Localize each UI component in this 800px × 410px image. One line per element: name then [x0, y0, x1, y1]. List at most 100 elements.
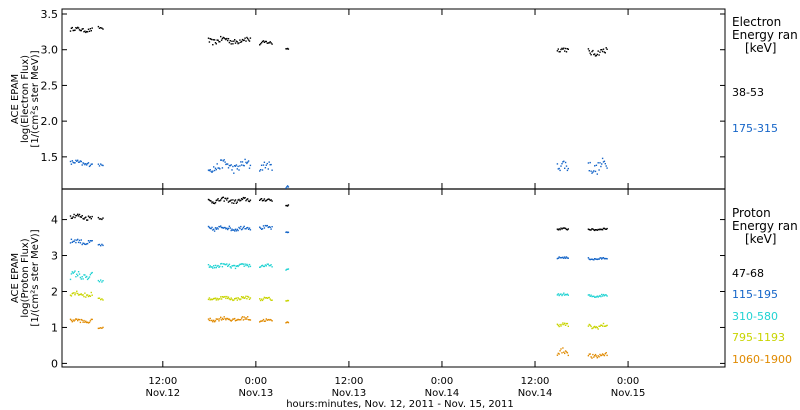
proton-point-795-1193 — [595, 326, 598, 328]
proton-point-115-195 — [261, 228, 264, 230]
proton-point-310-580 — [87, 277, 90, 279]
electron-ytick-label: 2.5 — [41, 79, 59, 92]
proton-point-115-195 — [270, 228, 272, 230]
proton-point-115-195 — [557, 257, 559, 259]
proton-point-47-68 — [77, 213, 79, 215]
xtick-time-label: 0:00 — [245, 376, 267, 387]
electron-point-175-315 — [219, 168, 221, 170]
proton-point-115-195 — [225, 228, 227, 230]
proton-point-115-195 — [556, 257, 559, 260]
electron-point-175-315 — [232, 165, 234, 168]
electron-point-175-315 — [594, 170, 597, 173]
proton-point-1060-1900 — [208, 319, 211, 322]
proton-point-1060-1900 — [82, 321, 84, 323]
proton-point-115-195 — [592, 258, 594, 261]
proton-point-1060-1900 — [237, 318, 239, 321]
electron-point-175-315 — [75, 159, 77, 162]
proton-point-47-68 — [216, 199, 218, 201]
proton-point-1060-1900 — [248, 319, 251, 321]
proton-point-47-68 — [212, 201, 214, 203]
proton-point-115-195 — [79, 242, 82, 244]
electron-point-175-315 — [604, 163, 606, 165]
proton-point-1060-1900 — [605, 352, 607, 354]
electron-point-175-315 — [590, 170, 592, 172]
proton-point-310-580 — [76, 273, 78, 275]
proton-point-1060-1900 — [556, 354, 559, 356]
proton-point-47-68 — [558, 228, 560, 230]
electron-point-175-315 — [86, 164, 88, 166]
proton-point-1060-1900 — [563, 351, 565, 353]
proton-point-115-195 — [260, 228, 263, 230]
electron-point-38-53 — [270, 42, 272, 44]
proton-point-795-1193 — [286, 300, 288, 302]
proton-point-1060-1900 — [212, 321, 214, 323]
proton-point-47-68 — [235, 202, 238, 204]
electron-point-38-53 — [262, 40, 265, 42]
electron-point-38-53 — [564, 47, 567, 50]
electron-point-38-53 — [218, 41, 220, 43]
proton-point-310-580 — [219, 265, 221, 268]
xtick-date-label: Nov.12 — [145, 388, 180, 399]
proton-point-115-195 — [559, 257, 561, 259]
electron-point-38-53 — [244, 37, 246, 39]
proton-point-47-68 — [593, 229, 595, 231]
proton-point-115-195 — [269, 226, 271, 228]
proton-point-795-1193 — [262, 298, 265, 300]
proton-point-115-195 — [598, 258, 600, 260]
proton-point-310-580 — [233, 264, 235, 267]
electron-point-38-53 — [83, 31, 85, 33]
electron-point-175-315 — [80, 160, 82, 163]
electron-point-38-53 — [592, 49, 594, 52]
proton-point-115-195 — [230, 229, 232, 232]
proton-point-1060-1900 — [91, 318, 93, 321]
proton-point-795-1193 — [599, 325, 601, 327]
proton-point-1060-1900 — [227, 317, 229, 320]
proton-point-310-580 — [264, 264, 267, 266]
proton-point-1060-1900 — [85, 320, 87, 322]
proton-point-795-1193 — [563, 323, 565, 326]
proton-point-1060-1900 — [90, 318, 92, 321]
proton-point-795-1193 — [564, 322, 566, 324]
electron-point-175-315 — [227, 167, 230, 169]
proton-point-47-68 — [217, 198, 219, 200]
proton-point-47-68 — [247, 200, 250, 202]
proton-point-310-580 — [73, 271, 75, 273]
proton-point-310-580 — [237, 265, 239, 268]
proton-point-47-68 — [102, 217, 104, 219]
electron-point-175-315 — [557, 168, 559, 170]
proton-point-795-1193 — [228, 298, 231, 300]
electron-point-38-53 — [230, 43, 232, 45]
electron-point-38-53 — [246, 36, 248, 39]
proton-point-47-68 — [605, 228, 607, 230]
proton-point-47-68 — [75, 214, 77, 217]
proton-point-1060-1900 — [87, 322, 90, 324]
proton-point-795-1193 — [596, 326, 598, 329]
xtick-date-label: Nov.13 — [332, 388, 367, 399]
proton-point-115-195 — [82, 242, 84, 244]
proton-point-1060-1900 — [591, 357, 593, 359]
proton-point-795-1193 — [207, 298, 210, 301]
proton-point-1060-1900 — [603, 354, 606, 357]
proton-point-115-195 — [233, 229, 235, 231]
proton-point-310-580 — [593, 295, 595, 297]
electron-point-175-315 — [261, 169, 264, 171]
proton-point-47-68 — [589, 229, 591, 231]
proton-point-1060-1900 — [210, 319, 212, 322]
proton-point-310-580 — [558, 294, 560, 297]
electron-point-38-53 — [75, 27, 77, 29]
proton-legend-title-3: [keV] — [745, 232, 776, 246]
proton-point-47-68 — [70, 217, 73, 219]
proton-point-115-195 — [589, 258, 591, 261]
electron-point-175-315 — [85, 163, 87, 165]
proton-point-795-1193 — [73, 292, 75, 294]
electron-point-38-53 — [598, 54, 600, 56]
proton-point-115-195 — [606, 258, 608, 260]
electron-point-175-315 — [564, 161, 567, 164]
electron-point-38-53 — [588, 50, 590, 52]
electron-point-38-53 — [207, 37, 210, 39]
electron-point-175-315 — [102, 164, 104, 167]
proton-point-115-195 — [226, 227, 228, 229]
proton-point-310-580 — [600, 295, 602, 298]
proton-point-310-580 — [225, 263, 227, 266]
electron-point-175-315 — [564, 167, 566, 169]
